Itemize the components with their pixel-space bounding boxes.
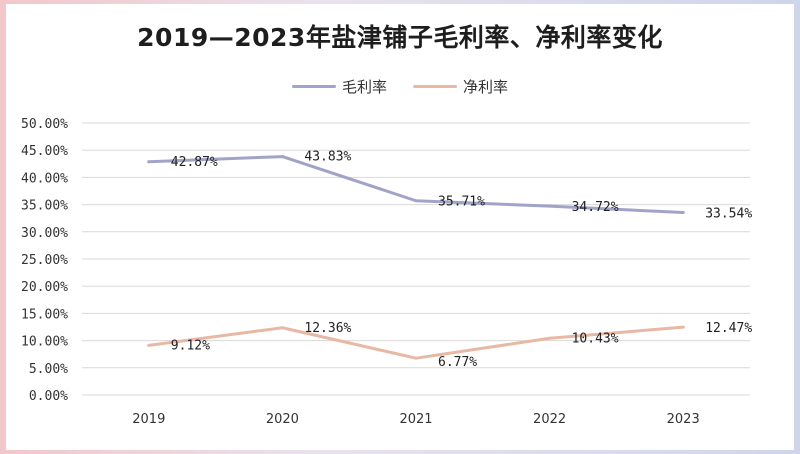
data-point	[414, 199, 418, 203]
x-tick-label: 2022	[533, 412, 566, 427]
legend-item-gross-margin: 毛利率	[291, 76, 387, 97]
y-tick-label: 30.00%	[21, 226, 68, 241]
data-point	[280, 155, 284, 159]
chart-legend: 毛利率 净利率	[6, 76, 794, 97]
y-tick-label: 50.00%	[21, 117, 68, 132]
legend-swatch	[291, 85, 336, 88]
data-point	[548, 336, 552, 340]
data-label: 12.47%	[705, 321, 752, 336]
x-tick-label: 2020	[266, 412, 299, 427]
y-tick-label: 15.00%	[21, 307, 68, 322]
chart-card: 2019—2023年盐津铺子毛利率、净利率变化 毛利率 净利率	[6, 4, 794, 450]
y-tick-label: 25.00%	[21, 253, 68, 268]
data-point	[681, 211, 685, 215]
x-tick-label: 2023	[667, 412, 700, 427]
data-label: 9.12%	[171, 338, 210, 353]
data-label: 43.83%	[304, 150, 351, 165]
y-tick-label: 0.00%	[29, 389, 68, 404]
y-tick-label: 10.00%	[21, 335, 68, 350]
data-label: 12.36%	[304, 321, 351, 336]
chart-title: 2019—2023年盐津铺子毛利率、净利率变化	[137, 23, 663, 52]
y-tick-label: 45.00%	[21, 144, 68, 159]
y-tick-label: 40.00%	[21, 171, 68, 186]
legend-swatch	[413, 85, 457, 88]
y-tick-label: 5.00%	[29, 362, 68, 377]
data-point	[414, 356, 418, 360]
data-point	[147, 160, 151, 164]
legend-label: 净利率	[463, 78, 509, 96]
x-tick-label: 2021	[399, 412, 432, 427]
y-tick-label: 35.00%	[21, 199, 68, 214]
data-label: 35.71%	[438, 195, 485, 210]
data-point	[280, 326, 284, 330]
data-point	[147, 343, 151, 347]
data-label: 42.87%	[171, 155, 218, 170]
legend-label: 毛利率	[341, 78, 387, 96]
legend-item-net-margin: 净利率	[413, 76, 508, 97]
data-label: 33.54%	[705, 207, 752, 222]
data-label: 6.77%	[438, 355, 477, 370]
data-point	[681, 325, 685, 329]
data-label: 10.43%	[572, 331, 619, 346]
data-point	[548, 204, 552, 208]
x-tick-label: 2019	[132, 412, 165, 427]
data-label: 34.72%	[572, 200, 619, 215]
y-tick-label: 20.00%	[21, 280, 68, 295]
